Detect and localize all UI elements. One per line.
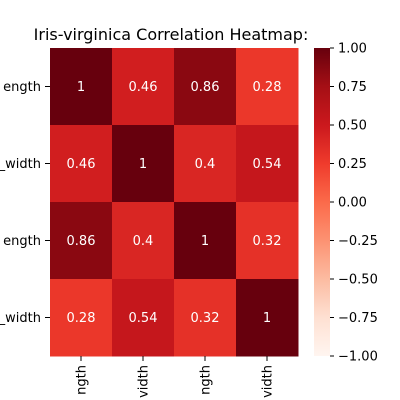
colorbar-tick-label: 0.50 bbox=[338, 119, 367, 134]
colorbar-tick-label: −1.00 bbox=[338, 350, 378, 365]
row-tick-label: _width bbox=[0, 311, 41, 326]
cell-value-label: 1 bbox=[139, 157, 147, 172]
heatmap-cell bbox=[236, 279, 299, 357]
heatmap-cell bbox=[112, 279, 175, 357]
row-tick-label: ength bbox=[3, 80, 41, 95]
heatmap-cell bbox=[112, 48, 175, 126]
cell-value-label: 0.4 bbox=[133, 234, 154, 249]
colorbar-tick-label: −0.25 bbox=[338, 234, 378, 249]
heatmap-cells: 1 0.46 0.86 0.28 0.46 1 0.4 0.54 0.86 0.4 1 0.32 0.2… bbox=[50, 48, 299, 357]
heatmap-cell bbox=[50, 202, 113, 280]
cell-value-label: 0.32 bbox=[253, 234, 282, 249]
heatmap-cell bbox=[174, 202, 237, 280]
colorbar-tick-label: 0.00 bbox=[338, 196, 367, 211]
cell-value-label: 0.54 bbox=[253, 157, 282, 172]
heatmap-cell bbox=[50, 48, 113, 126]
cell-value-label: 1 bbox=[263, 311, 271, 326]
heatmap-cell bbox=[112, 125, 175, 203]
colorbar-gradient bbox=[314, 48, 330, 356]
cell-value-label: 1 bbox=[201, 234, 209, 249]
column-tick-label: vidth bbox=[137, 365, 152, 398]
heatmap-cell bbox=[236, 202, 299, 280]
cell-value-label: 0.28 bbox=[67, 311, 96, 326]
cell-value-label: 0.46 bbox=[67, 157, 96, 172]
column-tick-labels: ngth vidth ngth vidth bbox=[75, 356, 276, 398]
colorbar-tick-label: 1.00 bbox=[338, 42, 367, 57]
column-tick-label: ngth bbox=[199, 365, 214, 395]
cell-value-label: 0.28 bbox=[253, 80, 282, 95]
colorbar-tick-label: 0.75 bbox=[338, 80, 367, 95]
cell-value-label: 0.4 bbox=[195, 157, 216, 172]
heatmap-cell bbox=[174, 279, 237, 357]
cell-value-label: 1 bbox=[77, 80, 85, 95]
row-tick-label: ength bbox=[3, 234, 41, 249]
column-tick-label: ngth bbox=[75, 365, 90, 395]
colorbar-tick-label: −0.50 bbox=[338, 273, 378, 288]
heatmap-cell bbox=[174, 48, 237, 126]
cell-value-label: 0.86 bbox=[67, 234, 96, 249]
heatmap-cell bbox=[50, 125, 113, 203]
heatmap-cell bbox=[112, 202, 175, 280]
chart-title: Iris-virginica Correlation Heatmap: bbox=[34, 25, 309, 44]
colorbar-tick-label: 0.25 bbox=[338, 157, 367, 172]
cell-value-label: 0.86 bbox=[191, 80, 220, 95]
row-tick-label: _width bbox=[0, 157, 41, 172]
colorbar-tick-label: −0.75 bbox=[338, 311, 378, 326]
heatmap-cell bbox=[236, 125, 299, 203]
heatmap-cell bbox=[236, 48, 299, 126]
cell-value-label: 0.54 bbox=[129, 311, 158, 326]
column-tick-label: vidth bbox=[261, 365, 276, 398]
colorbar: 1.00 0.75 0.50 0.25 0.00 −0.25 −0.50 −0.75 −1.00 bbox=[314, 42, 378, 365]
cell-value-label: 0.32 bbox=[191, 311, 220, 326]
heatmap-cell bbox=[174, 125, 237, 203]
heatmap-cell bbox=[50, 279, 113, 357]
cell-value-label: 0.46 bbox=[129, 80, 158, 95]
